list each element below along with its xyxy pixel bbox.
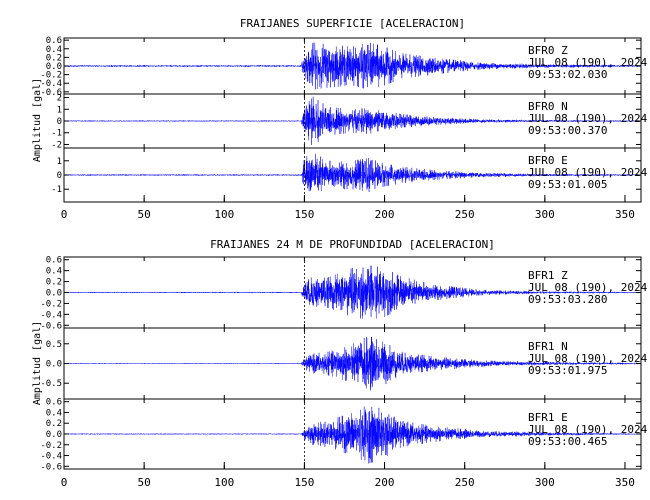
y-tick-label: 0.0 (46, 289, 62, 299)
date-label: JUL 08 (190), 2024 (528, 166, 648, 179)
date-label: JUL 08 (190), 2024 (528, 56, 648, 69)
waveform-line (63, 265, 642, 319)
station-component-label: BFR1 E (528, 411, 568, 424)
y-tick-label: 1 (57, 157, 62, 167)
waveform-line (63, 96, 642, 145)
y-tick-label: 0 (57, 171, 62, 181)
y-tick-label: 0.5 (46, 340, 62, 350)
date-label: JUL 08 (190), 2024 (528, 423, 648, 436)
y-tick-label: -1 (51, 185, 62, 195)
y-tick-label: 1 (57, 105, 62, 115)
y-tick-label: -0.5 (40, 379, 62, 389)
x-tick-label: 150 (294, 476, 314, 489)
chart-title: FRAIJANES SUPERFICIE [ACELERACION] (240, 17, 465, 30)
time-label: 09:53:00.370 (528, 124, 607, 137)
time-label: 09:53:03.280 (528, 293, 607, 306)
y-tick-label: -1 (51, 129, 62, 139)
y-tick-label: 0.6 (46, 36, 62, 46)
time-label: 09:53:02.030 (528, 68, 607, 81)
y-tick-label: 0 (57, 117, 62, 127)
waveform-line (63, 406, 642, 464)
y-tick-label: -0.4 (40, 79, 62, 89)
x-tick-label: 250 (455, 476, 475, 489)
y-tick-label: 0.2 (46, 53, 62, 63)
station-component-label: BFR1 N (528, 340, 568, 353)
station-component-label: BFR0 E (528, 154, 568, 167)
y-tick-label: 0.4 (46, 267, 62, 277)
y-tick-label: 0.0 (46, 360, 62, 370)
y-tick-label: -0.2 (40, 441, 62, 451)
y-tick-label: 0.4 (46, 408, 62, 418)
y-tick-label: 2 (57, 94, 62, 104)
y-tick-label: -2 (51, 140, 62, 150)
y-tick-label: -0.4 (40, 310, 62, 320)
x-tick-label: 100 (214, 476, 234, 489)
y-tick-label: -0.6 (40, 88, 62, 98)
x-tick-label: 200 (375, 476, 395, 489)
y-tick-label: -0.2 (40, 299, 62, 309)
date-label: JUL 08 (190), 2024 (528, 281, 648, 294)
station-component-label: BFR0 N (528, 100, 568, 113)
y-tick-label: 0.2 (46, 278, 62, 288)
time-label: 09:53:01.005 (528, 178, 607, 191)
waveform-line (63, 153, 642, 192)
x-tick-label: 150 (294, 208, 314, 221)
y-tick-label: -0.6 (40, 462, 62, 472)
chart-title: FRAIJANES 24 M DE PROFUNDIDAD [ACELERACI… (210, 238, 495, 251)
y-tick-label: 0.6 (46, 256, 62, 266)
x-tick-label: 300 (535, 476, 555, 489)
y-tick-label: 0.0 (46, 62, 62, 72)
date-label: JUL 08 (190), 2024 (528, 352, 648, 365)
x-tick-label: 100 (214, 208, 234, 221)
y-tick-label: -0.6 (40, 321, 62, 331)
date-label: JUL 08 (190), 2024 (528, 112, 648, 125)
time-label: 09:53:01.975 (528, 364, 607, 377)
x-tick-label: 200 (375, 208, 395, 221)
x-tick-label: 350 (615, 476, 635, 489)
y-tick-label: -0.4 (40, 452, 62, 462)
time-label: 09:53:00.465 (528, 435, 607, 448)
x-tick-label: 250 (455, 208, 475, 221)
waveform-line (63, 42, 642, 90)
x-tick-label: 350 (615, 208, 635, 221)
y-tick-label: 0.0 (46, 430, 62, 440)
station-component-label: BFR0 Z (528, 44, 568, 57)
chart-1: FRAIJANES SUPERFICIE [ACELERACION] Amplit… (32, 17, 648, 221)
waveform-line (63, 336, 642, 391)
x-tick-label: 0 (61, 476, 68, 489)
x-tick-label: 0 (61, 208, 68, 221)
x-tick-label: 50 (138, 208, 151, 221)
x-tick-label: 300 (535, 208, 555, 221)
y-tick-label: 0.2 (46, 419, 62, 429)
y-tick-label: 0.4 (46, 45, 62, 55)
y-tick-label: -0.2 (40, 71, 62, 81)
station-component-label: BFR1 Z (528, 269, 568, 282)
y-axis-label: Amplitud [gal] (32, 321, 43, 405)
y-axis-label: Amplitud [gal] (32, 78, 43, 162)
chart-2: FRAIJANES 24 M DE PROFUNDIDAD [ACELERACI… (32, 238, 648, 489)
y-tick-label: 0.6 (46, 398, 62, 408)
x-tick-label: 50 (138, 476, 151, 489)
